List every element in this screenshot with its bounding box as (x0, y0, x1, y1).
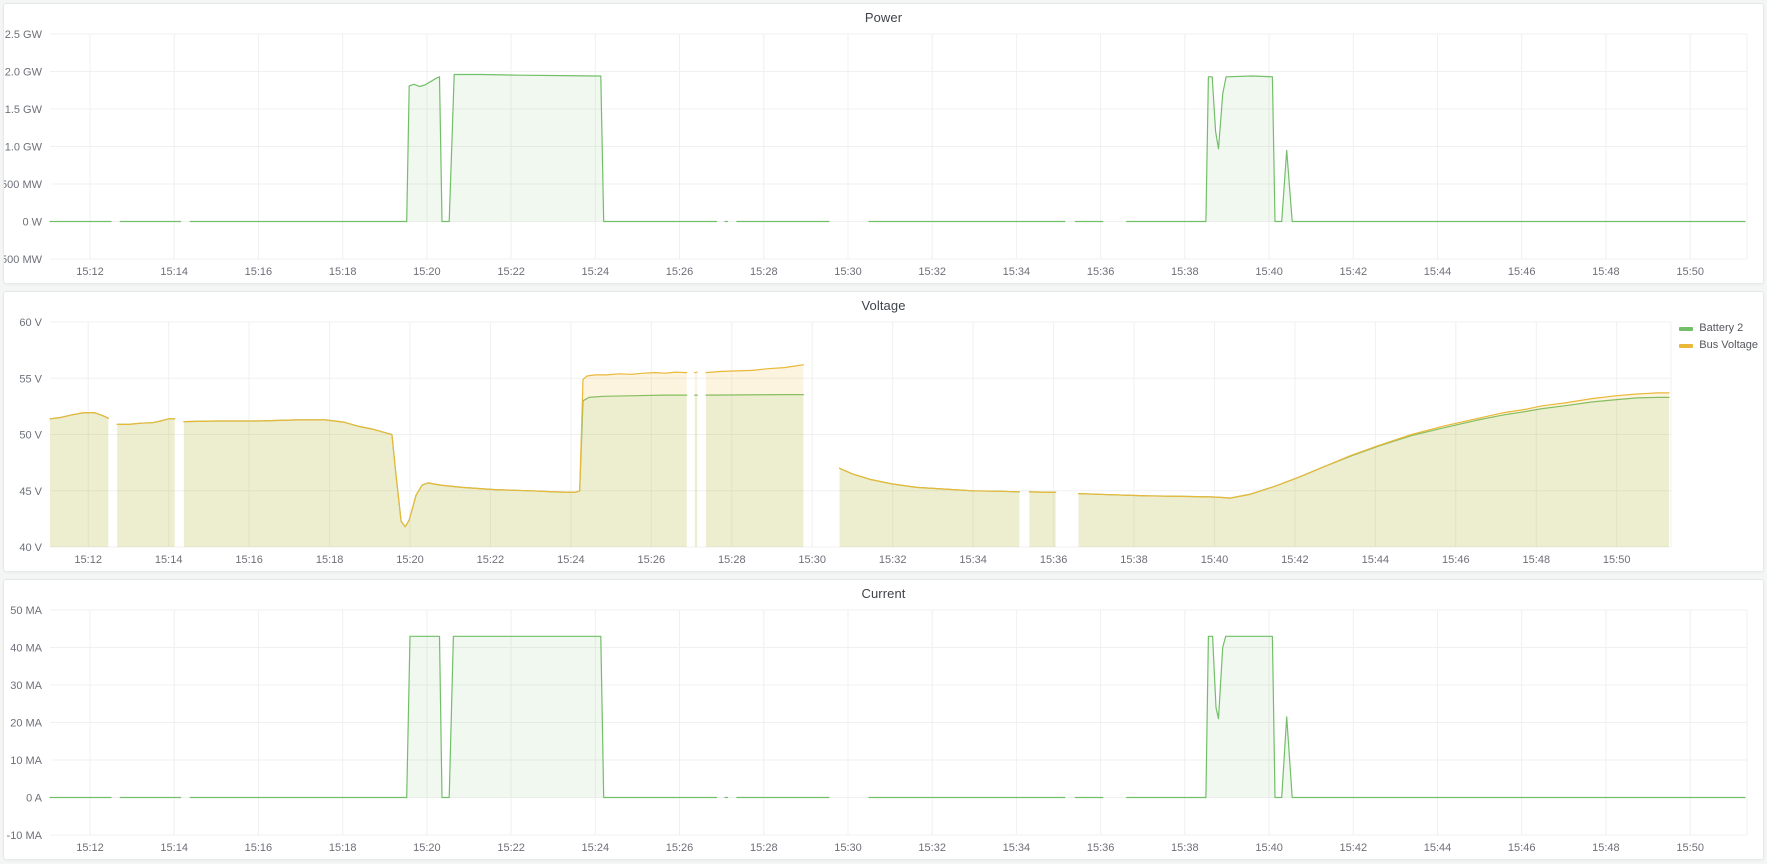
legend-label-battery-2: Battery 2 (1699, 322, 1744, 334)
svg-text:15:32: 15:32 (879, 554, 907, 566)
power-chart[interactable]: 15:12 15:14 15:16 15:18 15:20 15:22 15:24 15:26… (0, 29, 1763, 283)
svg-text:15:12: 15:12 (76, 842, 104, 854)
svg-text:15:16: 15:16 (235, 554, 263, 566)
panel-voltage: Voltage 15:12 15:14 15:16 15:18 15:20 15:22 15… (3, 291, 1764, 572)
svg-text:15:50: 15:50 (1676, 266, 1704, 278)
svg-text:15:38: 15:38 (1171, 266, 1199, 278)
panel-current-title[interactable]: Current (861, 585, 906, 601)
panel-voltage-title[interactable]: Voltage (861, 297, 906, 313)
battery-2-swatch (1679, 326, 1694, 331)
panel-current: Current 15:12 15:14 15:16 15:18 15:20 15:22 15… (3, 579, 1764, 860)
svg-text:20 MA: 20 MA (10, 718, 42, 730)
svg-text:15:36: 15:36 (1040, 554, 1068, 566)
panel-power-title[interactable]: Power (864, 9, 903, 25)
svg-text:30 MA: 30 MA (10, 680, 42, 692)
svg-text:40 V: 40 V (19, 542, 42, 554)
svg-text:15:14: 15:14 (160, 842, 188, 854)
panel-power: Power 15:12 15:14 15:16 15:18 15:20 15:22 15:2… (0, 3, 1764, 284)
svg-text:0 W: 0 W (22, 217, 42, 229)
svg-text:15:36: 15:36 (1087, 266, 1115, 278)
svg-text:15:46: 15:46 (1508, 266, 1536, 278)
svg-text:15:34: 15:34 (1003, 842, 1031, 854)
svg-text:15:30: 15:30 (834, 266, 862, 278)
svg-text:15:34: 15:34 (959, 554, 987, 566)
svg-text:15:36: 15:36 (1087, 842, 1115, 854)
legend-item-bus-voltage[interactable]: Bus Voltage (1679, 339, 1758, 352)
svg-text:15:14: 15:14 (160, 266, 188, 278)
svg-text:15:34: 15:34 (1003, 266, 1031, 278)
svg-text:15:26: 15:26 (666, 266, 694, 278)
svg-text:15:50: 15:50 (1676, 842, 1704, 854)
svg-text:15:42: 15:42 (1340, 842, 1368, 854)
svg-text:15:26: 15:26 (666, 842, 694, 854)
svg-text:15:18: 15:18 (329, 842, 357, 854)
panel-power-header[interactable]: Power (4, 4, 1763, 30)
legend-label-bus-voltage: Bus Voltage (1699, 339, 1758, 351)
svg-text:15:20: 15:20 (396, 554, 424, 566)
svg-text:15:50: 15:50 (1603, 554, 1631, 566)
svg-text:15:32: 15:32 (918, 842, 946, 854)
svg-text:-500 MW: -500 MW (4, 254, 43, 266)
svg-text:15:28: 15:28 (718, 554, 746, 566)
svg-text:15:38: 15:38 (1120, 554, 1148, 566)
svg-text:2.0 GW: 2.0 GW (5, 67, 43, 79)
svg-text:40 MA: 40 MA (10, 643, 42, 655)
voltage-chart[interactable]: 15:12 15:14 15:16 15:18 15:20 15:22 15:24 15:26… (4, 317, 1763, 571)
svg-text:15:42: 15:42 (1281, 554, 1309, 566)
svg-text:15:32: 15:32 (918, 266, 946, 278)
svg-text:15:24: 15:24 (582, 266, 610, 278)
svg-text:60 V: 60 V (19, 318, 42, 329)
svg-text:15:48: 15:48 (1592, 266, 1620, 278)
svg-text:15:40: 15:40 (1255, 266, 1283, 278)
svg-text:2.5 GW: 2.5 GW (5, 30, 43, 41)
svg-text:15:22: 15:22 (497, 266, 525, 278)
svg-text:15:24: 15:24 (557, 554, 585, 566)
svg-text:15:46: 15:46 (1508, 842, 1536, 854)
svg-text:15:44: 15:44 (1424, 842, 1452, 854)
svg-text:500 MW: 500 MW (4, 179, 43, 191)
panel-current-header[interactable]: Current (4, 580, 1763, 606)
svg-text:15:22: 15:22 (497, 842, 525, 854)
svg-text:15:46: 15:46 (1442, 554, 1470, 566)
svg-text:15:38: 15:38 (1171, 842, 1199, 854)
svg-text:15:12: 15:12 (74, 554, 102, 566)
svg-text:15:28: 15:28 (750, 266, 778, 278)
svg-text:1.0 GW: 1.0 GW (5, 142, 43, 154)
svg-text:15:18: 15:18 (329, 266, 357, 278)
svg-text:15:20: 15:20 (413, 266, 441, 278)
svg-text:15:40: 15:40 (1255, 842, 1283, 854)
svg-text:15:16: 15:16 (245, 842, 273, 854)
svg-text:15:28: 15:28 (750, 842, 778, 854)
dashboard: Power 15:12 15:14 15:16 15:18 15:20 15:22 15:2… (0, 3, 1764, 860)
svg-text:15:18: 15:18 (316, 554, 344, 566)
svg-text:-10 MA: -10 MA (7, 830, 43, 842)
svg-text:15:44: 15:44 (1424, 266, 1452, 278)
svg-text:15:44: 15:44 (1362, 554, 1390, 566)
svg-text:15:12: 15:12 (76, 266, 104, 278)
bus-voltage-swatch (1679, 343, 1694, 348)
svg-text:15:42: 15:42 (1340, 266, 1368, 278)
svg-text:15:24: 15:24 (582, 842, 610, 854)
svg-text:45 V: 45 V (19, 486, 42, 498)
svg-text:0 A: 0 A (26, 793, 43, 805)
legend-item-battery-2[interactable]: Battery 2 (1679, 322, 1758, 335)
panel-voltage-header[interactable]: Voltage (4, 292, 1763, 318)
svg-text:1.5 GW: 1.5 GW (5, 104, 43, 116)
svg-text:15:16: 15:16 (245, 266, 273, 278)
svg-text:15:48: 15:48 (1523, 554, 1551, 566)
svg-text:15:40: 15:40 (1201, 554, 1229, 566)
voltage-legend: Battery 2 Bus Voltage (1679, 322, 1758, 352)
svg-text:15:30: 15:30 (834, 842, 862, 854)
svg-text:50 V: 50 V (19, 430, 42, 442)
svg-text:50 MA: 50 MA (10, 606, 42, 617)
svg-text:15:20: 15:20 (413, 842, 441, 854)
current-chart[interactable]: 15:12 15:14 15:16 15:18 15:20 15:22 15:24 15:26… (4, 605, 1763, 859)
svg-text:15:30: 15:30 (798, 554, 826, 566)
svg-text:15:14: 15:14 (155, 554, 183, 566)
svg-text:15:22: 15:22 (477, 554, 505, 566)
svg-text:55 V: 55 V (19, 373, 42, 385)
svg-text:15:48: 15:48 (1592, 842, 1620, 854)
svg-text:15:26: 15:26 (638, 554, 666, 566)
svg-text:10 MA: 10 MA (10, 755, 42, 767)
